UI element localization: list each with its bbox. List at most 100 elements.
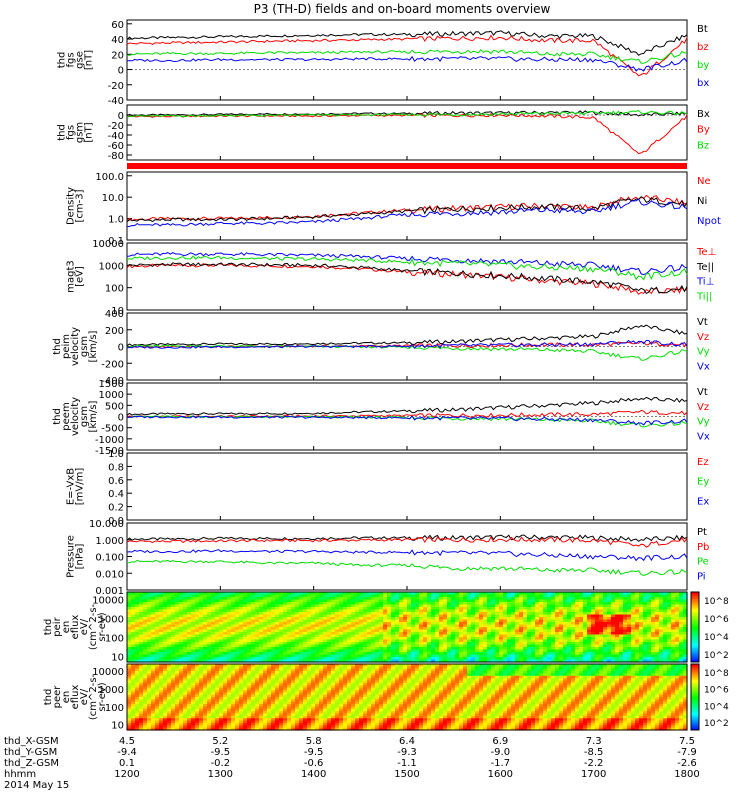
heatmap-cell — [239, 632, 244, 636]
heatmap-cell — [155, 725, 160, 729]
heatmap-cell — [663, 637, 668, 641]
heatmap-cell — [131, 725, 136, 729]
heatmap-cell — [147, 692, 152, 696]
heatmap-cell — [367, 644, 372, 648]
heatmap-cell — [183, 597, 188, 601]
heatmap-cell — [351, 604, 356, 608]
heatmap-cell — [323, 609, 328, 613]
heatmap-cell — [223, 680, 228, 684]
heatmap-cell — [399, 642, 404, 646]
heatmap-cell — [535, 637, 540, 641]
heatmap-cell — [227, 659, 232, 663]
heatmap-cell — [411, 622, 416, 626]
heatmap-cell — [611, 629, 616, 633]
heatmap-cell — [179, 692, 184, 696]
heatmap-cell — [135, 689, 140, 693]
heatmap-cell — [551, 654, 556, 658]
heatmap-cell — [391, 592, 396, 596]
heatmap-cell — [471, 619, 476, 623]
heatmap-cell — [155, 727, 160, 731]
heatmap-cell — [259, 622, 264, 626]
heatmap-cell — [143, 657, 148, 661]
heatmap-cell — [199, 619, 204, 623]
heatmap-cell — [583, 592, 588, 596]
heatmap-cell — [163, 727, 168, 731]
heatmap-cell — [323, 602, 328, 606]
heatmap-cell — [607, 654, 612, 658]
heatmap-cell — [623, 599, 628, 603]
heatmap-cell — [179, 671, 184, 675]
heatmap-cell — [463, 629, 468, 633]
heatmap-cell — [287, 629, 292, 633]
heatmap-cell — [127, 727, 132, 731]
heatmap-cell — [659, 634, 664, 638]
heatmap-cell — [503, 652, 508, 656]
heatmap-cell — [623, 592, 628, 596]
heatmap-cell — [255, 637, 260, 641]
heatmap-cell — [635, 622, 640, 626]
y-tick-label: 0 — [118, 413, 124, 424]
heatmap-cell — [599, 594, 604, 598]
heatmap-cell — [567, 624, 572, 628]
heatmap-cell — [559, 594, 564, 598]
heatmap-cell — [147, 701, 152, 705]
heatmap-cell — [635, 632, 640, 636]
heatmap-cell — [183, 659, 188, 663]
heatmap-cell — [311, 642, 316, 646]
heatmap-cell — [331, 657, 336, 661]
heatmap-cell — [279, 637, 284, 641]
heatmap-cell — [315, 597, 320, 601]
heatmap-cell — [231, 649, 236, 653]
heatmap-cell — [131, 718, 136, 722]
y-axis-label-line: eV/ — [79, 688, 90, 705]
heatmap-cell — [227, 624, 232, 628]
heatmap-cell — [331, 607, 336, 611]
heatmap-cell — [483, 659, 488, 663]
heatmap-cell — [155, 602, 160, 606]
heatmap-cell — [671, 634, 676, 638]
heatmap-cell — [643, 614, 648, 618]
heatmap-cell — [671, 619, 676, 623]
heatmap-cell — [435, 624, 440, 628]
heatmap-cell — [259, 657, 264, 661]
y-axis-label-line: [km/s] — [88, 330, 99, 362]
heatmap-cell — [615, 652, 620, 656]
heatmap-cell — [283, 642, 288, 646]
heatmap-cell — [359, 629, 364, 633]
heatmap-cell — [391, 614, 396, 618]
heatmap-cell — [379, 629, 384, 633]
heatmap-cell — [563, 624, 568, 628]
colorbar-segment — [691, 609, 699, 612]
heatmap-cell — [143, 607, 148, 611]
heatmap-cell — [639, 649, 644, 653]
heatmap-cell — [147, 627, 152, 631]
heatmap-cell — [595, 624, 600, 628]
heatmap-cell — [515, 652, 520, 656]
heatmap-cell — [291, 649, 296, 653]
heatmap-cell — [551, 592, 556, 596]
heatmap-cell — [215, 614, 220, 618]
heatmap-cell — [411, 624, 416, 628]
heatmap-cell — [411, 599, 416, 603]
heatmap-cell — [139, 720, 144, 724]
heatmap-cell — [127, 657, 132, 661]
heatmap-cell — [491, 602, 496, 606]
heatmap-cell — [639, 657, 644, 661]
heatmap-cell — [539, 659, 544, 663]
heatmap-cell — [335, 637, 340, 641]
panel-frame — [126, 242, 688, 311]
heatmap-cell — [287, 657, 292, 661]
heatmap-cell — [495, 609, 500, 613]
heatmap-cell — [563, 639, 568, 643]
heatmap-cell — [131, 632, 136, 636]
heatmap-cell — [171, 637, 176, 641]
heatmap-cell — [195, 715, 200, 719]
heatmap-cell — [179, 708, 184, 712]
heatmap-cell — [387, 594, 392, 598]
heatmap-cell — [327, 642, 332, 646]
heatmap-cell — [187, 629, 192, 633]
heatmap-cell — [151, 685, 156, 689]
heatmap-cell — [439, 632, 444, 636]
heatmap-cell — [175, 597, 180, 601]
